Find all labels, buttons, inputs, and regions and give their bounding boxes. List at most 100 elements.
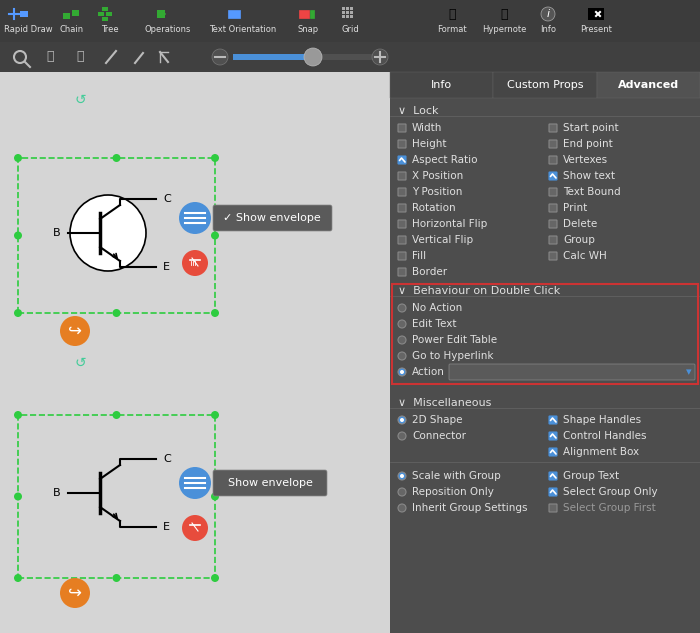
Text: Custom Props: Custom Props	[507, 80, 583, 90]
Text: C: C	[163, 194, 171, 204]
FancyBboxPatch shape	[213, 470, 327, 496]
FancyBboxPatch shape	[549, 204, 557, 212]
FancyBboxPatch shape	[549, 504, 557, 512]
Circle shape	[212, 49, 228, 65]
Text: Print: Print	[563, 203, 587, 213]
Circle shape	[541, 7, 555, 21]
Text: Y Position: Y Position	[412, 187, 463, 197]
Text: Operations: Operations	[145, 25, 191, 34]
Circle shape	[398, 368, 406, 376]
Text: Connector: Connector	[412, 431, 466, 441]
FancyBboxPatch shape	[549, 416, 557, 424]
Bar	[346, 15, 349, 18]
Text: Info: Info	[431, 80, 452, 90]
Circle shape	[14, 411, 22, 419]
Bar	[390, 72, 494, 98]
FancyBboxPatch shape	[398, 140, 406, 148]
Text: ✓ Show envelope: ✓ Show envelope	[223, 213, 321, 223]
Text: Scale with Group: Scale with Group	[412, 471, 500, 481]
Text: Group: Group	[563, 235, 595, 245]
Text: Control Handles: Control Handles	[563, 431, 647, 441]
Text: Show text: Show text	[563, 171, 615, 181]
Text: Rapid Draw: Rapid Draw	[4, 25, 52, 34]
FancyBboxPatch shape	[549, 188, 557, 196]
Bar	[233, 54, 313, 60]
Circle shape	[14, 492, 22, 501]
Text: Select Group First: Select Group First	[563, 503, 656, 513]
Text: Edit Text: Edit Text	[412, 319, 456, 329]
Bar	[342, 7, 345, 10]
Text: Action: Action	[412, 367, 445, 377]
Circle shape	[211, 309, 219, 317]
Text: ∨  Miscellaneous: ∨ Miscellaneous	[398, 398, 491, 408]
Bar	[157, 10, 165, 18]
Bar	[494, 72, 596, 98]
FancyBboxPatch shape	[449, 364, 695, 380]
FancyBboxPatch shape	[398, 172, 406, 180]
FancyBboxPatch shape	[549, 140, 557, 148]
Circle shape	[400, 474, 404, 478]
Bar	[0, 0, 700, 42]
Text: 👤: 👤	[76, 51, 84, 63]
Circle shape	[372, 49, 388, 65]
Text: 🎨: 🎨	[448, 8, 456, 20]
FancyBboxPatch shape	[549, 252, 557, 260]
Circle shape	[211, 492, 219, 501]
Bar	[588, 8, 604, 20]
Text: Tree: Tree	[102, 25, 119, 34]
Bar	[299, 10, 309, 18]
FancyBboxPatch shape	[549, 220, 557, 228]
Circle shape	[60, 316, 90, 346]
Bar	[106, 12, 112, 16]
Text: 📝: 📝	[500, 8, 508, 20]
Bar	[63, 13, 70, 19]
FancyBboxPatch shape	[549, 236, 557, 244]
Text: E: E	[163, 262, 170, 272]
Text: ∨  Lock: ∨ Lock	[398, 106, 438, 116]
FancyBboxPatch shape	[549, 432, 557, 440]
FancyBboxPatch shape	[398, 156, 406, 164]
Bar	[102, 7, 108, 11]
Text: Height: Height	[412, 139, 447, 149]
Text: Select Group Only: Select Group Only	[563, 487, 657, 497]
Text: Hypernote: Hypernote	[482, 25, 526, 34]
Text: Horizontal Flip: Horizontal Flip	[412, 219, 487, 229]
Bar	[310, 10, 314, 18]
Text: Text Orientation: Text Orientation	[209, 25, 276, 34]
Text: Calc WH: Calc WH	[563, 251, 607, 261]
Text: Border: Border	[412, 267, 447, 277]
Text: B: B	[53, 228, 61, 238]
Bar	[233, 54, 373, 60]
Text: Width: Width	[412, 123, 442, 133]
Text: No Action: No Action	[412, 303, 462, 313]
Circle shape	[400, 370, 404, 374]
Text: Present: Present	[580, 25, 612, 34]
Text: X Position: X Position	[412, 171, 463, 181]
Text: 2D Shape: 2D Shape	[412, 415, 463, 425]
Bar	[346, 11, 349, 14]
Text: ✋: ✋	[46, 51, 54, 63]
Text: Snap: Snap	[298, 25, 318, 34]
Text: C: C	[163, 454, 171, 464]
Text: ↪: ↪	[68, 322, 82, 340]
Circle shape	[398, 304, 406, 312]
FancyBboxPatch shape	[549, 124, 557, 132]
Bar	[390, 72, 700, 633]
Circle shape	[398, 320, 406, 328]
FancyBboxPatch shape	[398, 188, 406, 196]
FancyBboxPatch shape	[398, 252, 406, 260]
Circle shape	[113, 154, 120, 162]
Text: Vertical Flip: Vertical Flip	[412, 235, 473, 245]
Text: ▾: ▾	[686, 367, 692, 377]
Circle shape	[304, 48, 322, 66]
Text: Inherit Group Settings: Inherit Group Settings	[412, 503, 528, 513]
Circle shape	[211, 574, 219, 582]
Circle shape	[398, 504, 406, 512]
Circle shape	[14, 154, 22, 162]
Circle shape	[60, 578, 90, 608]
Text: E: E	[163, 522, 170, 532]
Circle shape	[211, 232, 219, 239]
Text: Format: Format	[438, 25, 467, 34]
Text: ∨  Behaviour on Double Click: ∨ Behaviour on Double Click	[398, 286, 560, 296]
Text: Show envelope: Show envelope	[456, 367, 536, 377]
